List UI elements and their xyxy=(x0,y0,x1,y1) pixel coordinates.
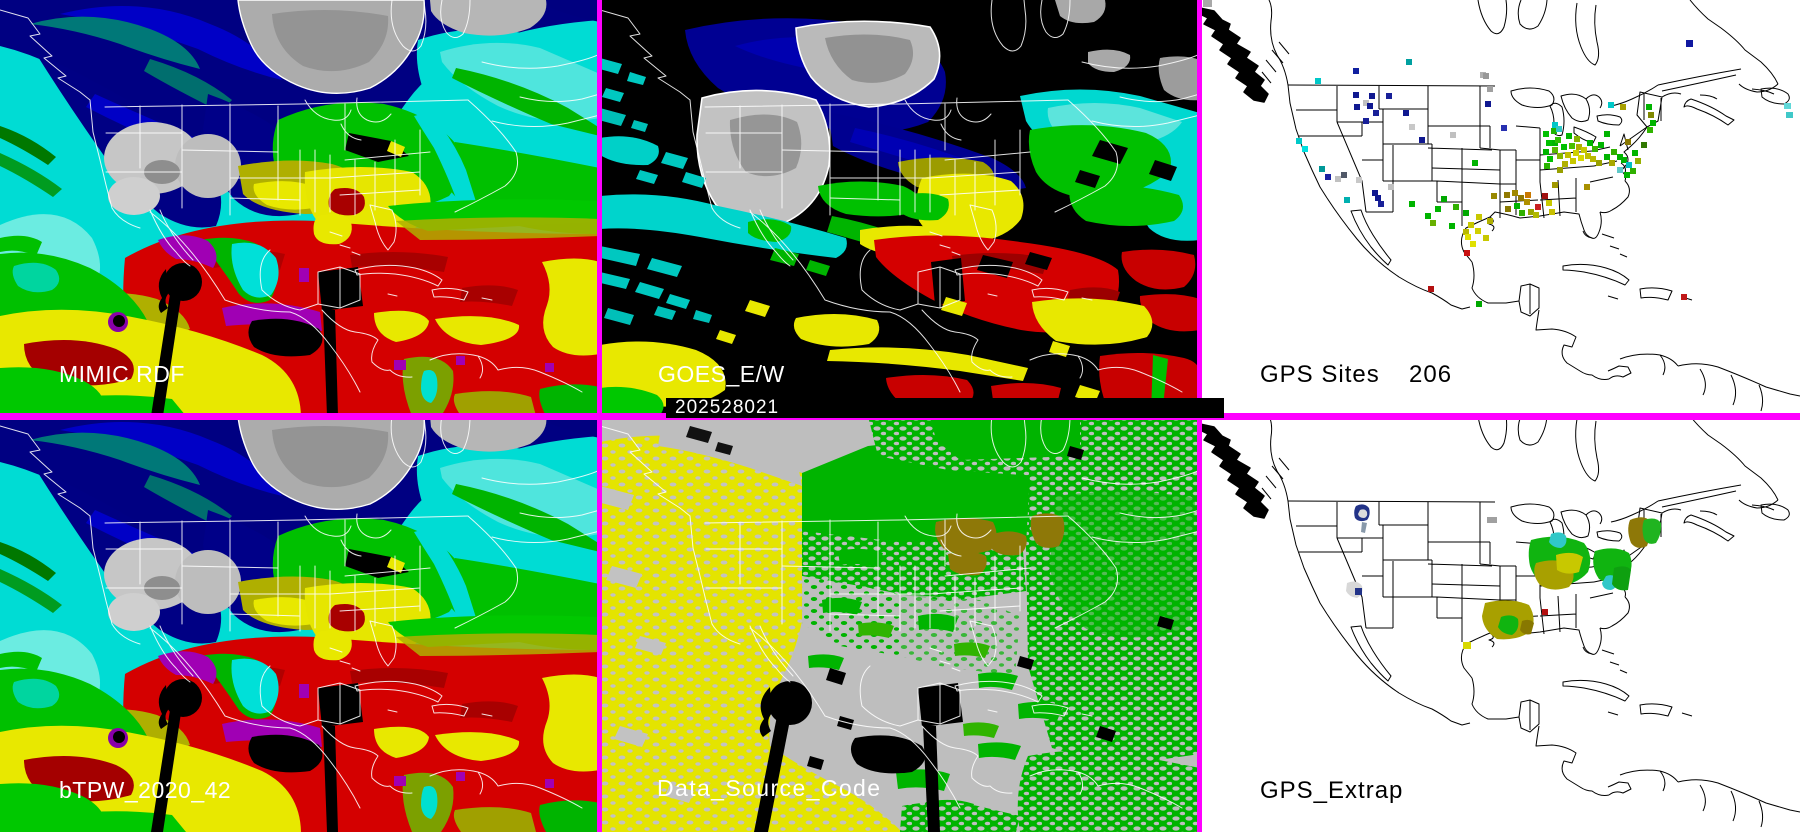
svg-text:MIMIC RDF: MIMIC RDF xyxy=(59,361,185,387)
svg-text:GOES_E/W: GOES_E/W xyxy=(658,361,785,387)
svg-text:bTPW_2020_42: bTPW_2020_42 xyxy=(59,777,231,803)
svg-text:GPS Sites: GPS Sites xyxy=(1260,361,1380,388)
svg-text:Data_Source_Code: Data_Source_Code xyxy=(657,775,881,801)
svg-text:GPS_Extrap: GPS_Extrap xyxy=(1260,777,1403,804)
svg-text:206: 206 xyxy=(1409,361,1452,388)
